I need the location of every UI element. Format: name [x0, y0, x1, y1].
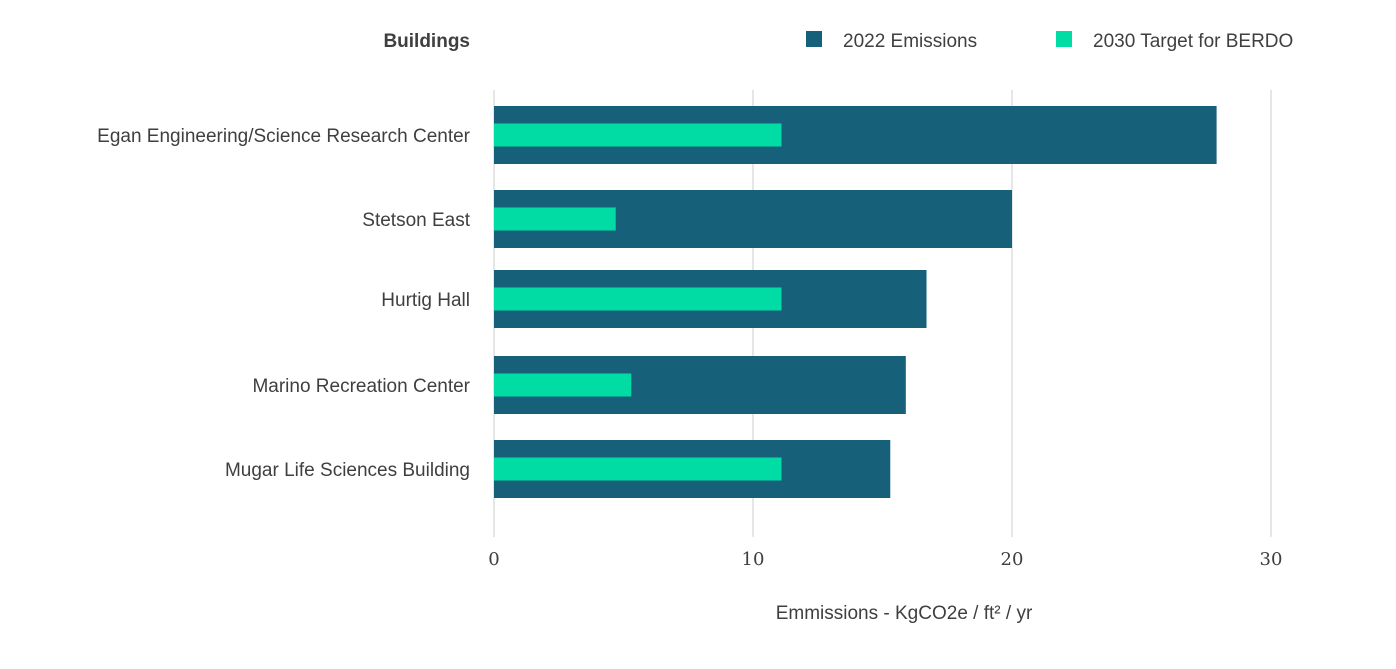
x-tick-label: 0 — [488, 549, 499, 570]
bar-target — [494, 457, 782, 481]
x-tick-labels: 0 10 20 30 — [488, 549, 1282, 570]
bar-target — [494, 373, 632, 397]
x-tick-label: 20 — [1001, 549, 1024, 570]
x-tick-label: 10 — [742, 549, 765, 570]
category-label: Egan Engineering/Science Research Center — [97, 126, 471, 147]
bar-target — [494, 123, 782, 147]
category-header: Buildings — [383, 31, 470, 52]
x-axis-label: Emmissions - KgCO2e / ft² / yr — [776, 603, 1033, 624]
bar-target — [494, 207, 616, 231]
category-label: Hurtig Hall — [381, 290, 470, 311]
legend-swatch-emissions — [806, 31, 822, 47]
category-label: Mugar Life Sciences Building — [225, 460, 470, 481]
legend-swatch-target — [1056, 31, 1072, 47]
category-labels: Egan Engineering/Science Research Center… — [97, 126, 471, 481]
legend: 2022 Emissions 2030 Target for BERDO — [806, 31, 1293, 52]
category-label: Stetson East — [362, 210, 470, 231]
x-tick-label: 30 — [1260, 549, 1283, 570]
bars — [494, 106, 1217, 498]
legend-label-emissions: 2022 Emissions — [843, 31, 977, 52]
bar-target — [494, 287, 782, 311]
legend-label-target: 2030 Target for BERDO — [1093, 31, 1293, 52]
category-label: Marino Recreation Center — [252, 376, 470, 397]
